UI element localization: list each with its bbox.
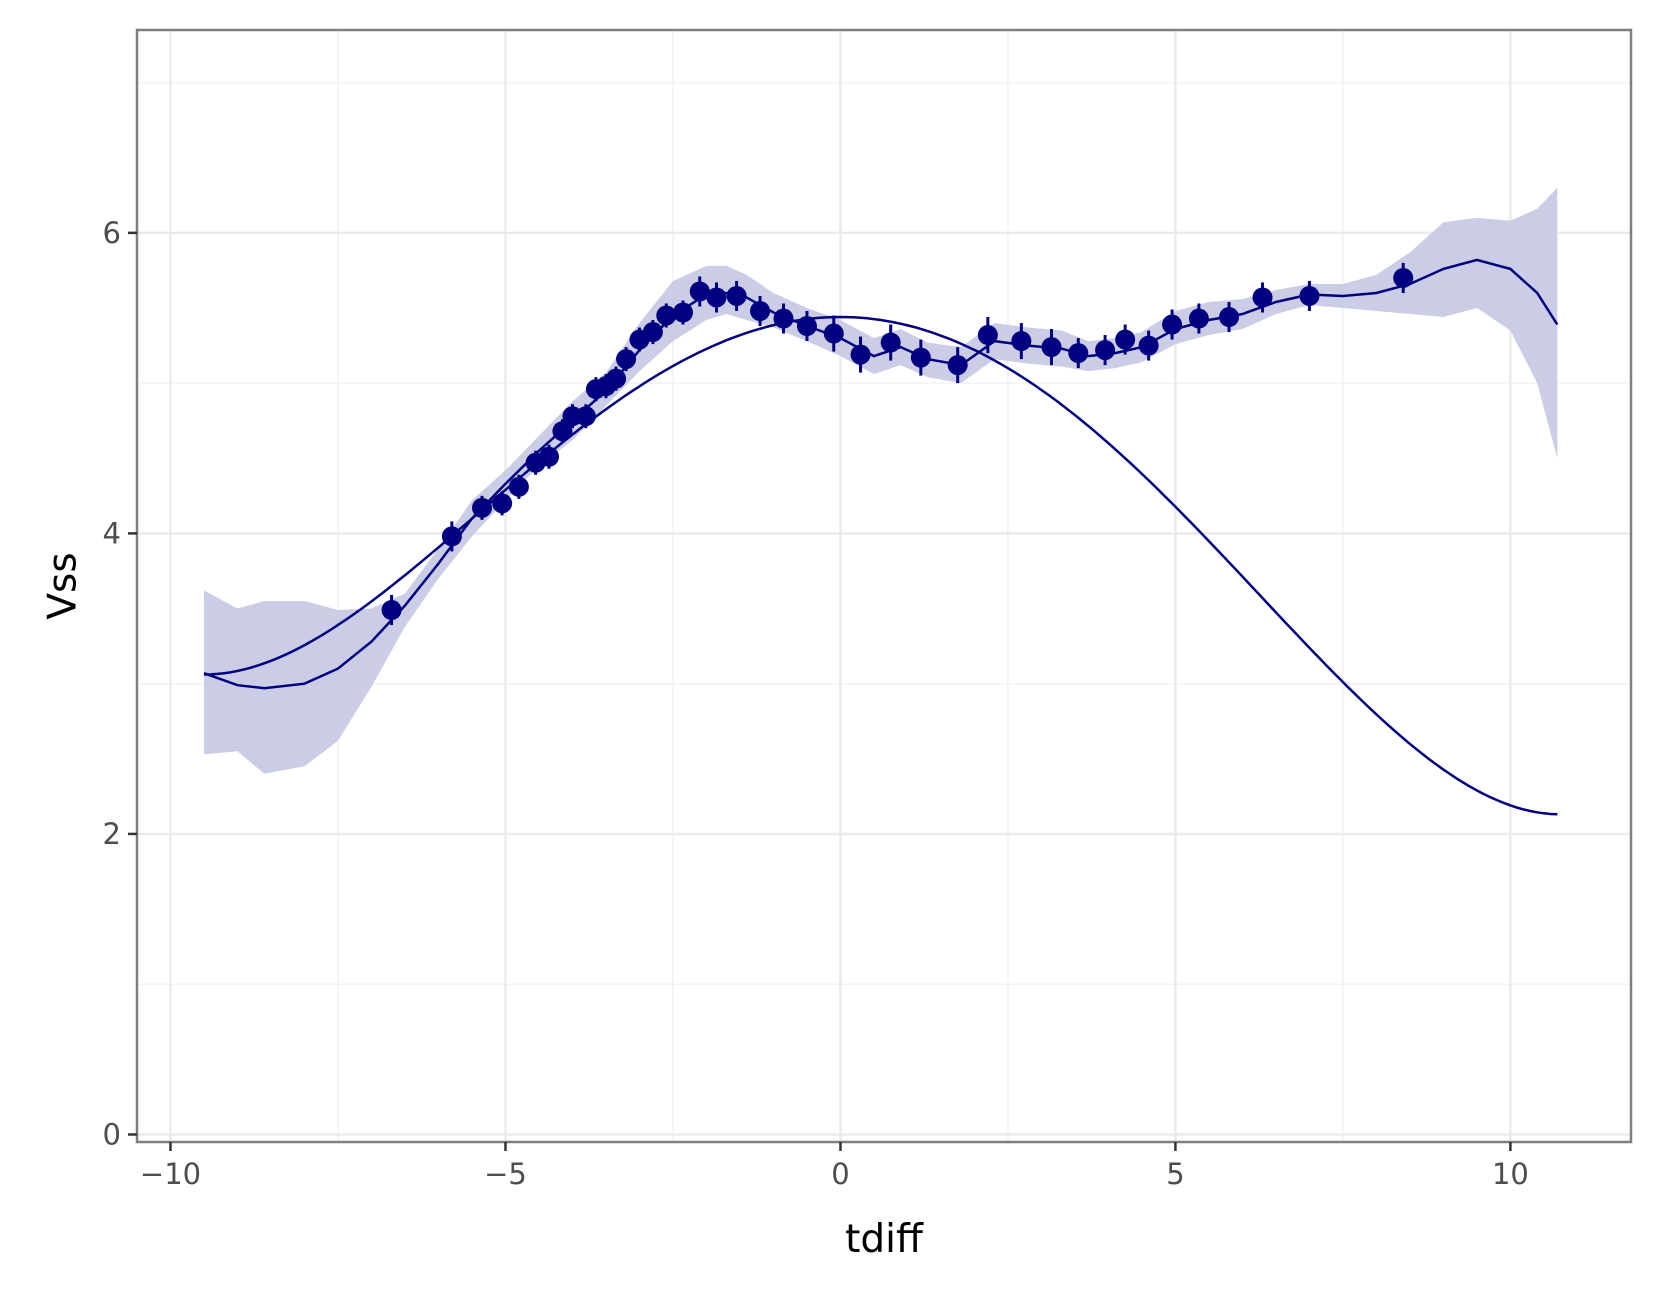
data-point [575,406,596,427]
data-point [441,526,462,547]
axes: −10 −5 0 5 10 0 2 4 6 [103,216,1529,1191]
data-point [606,368,627,389]
x-tick-label: 5 [1166,1157,1184,1191]
x-tick-label: −5 [484,1157,527,1191]
data-point [1068,343,1089,364]
data-point [1252,287,1273,308]
data-point [1011,331,1032,352]
data-point [1041,337,1062,358]
x-tick-label: 10 [1492,1157,1529,1191]
confidence-band [204,187,1558,774]
data-point [977,325,998,346]
y-tick-label: 0 [103,1117,121,1151]
confidence-band-layer [204,187,1558,774]
x-axis-title: tdiff [845,1217,924,1262]
data-point [689,281,710,302]
data-point [1115,329,1136,350]
data-point [656,305,677,326]
data-point [616,349,637,370]
data-point [1095,340,1116,361]
data-point [1138,335,1159,356]
data-point [910,347,931,368]
x-tick-label: 0 [831,1157,849,1191]
data-point [642,322,663,343]
data-point [750,301,771,322]
data-point [823,323,844,344]
y-axis-title: Vss [41,552,86,619]
data-point [1393,267,1414,288]
data-point [706,287,727,308]
y-tick-label: 6 [103,216,121,250]
data-point [472,497,493,518]
grid [137,30,1631,1142]
data-point [880,332,901,353]
data-point [726,285,747,306]
data-point [381,600,402,621]
data-point [1219,307,1240,328]
data-point [673,302,694,323]
data-point [947,355,968,376]
data-point [1162,314,1183,335]
data-point [1188,308,1209,329]
data-point [796,316,817,337]
data-points-layer [381,262,1414,626]
polynomial-fit-line [203,315,1558,816]
panel-border [135,28,1633,1144]
data-point [773,308,794,329]
data-point [850,344,871,365]
data-point [508,476,529,497]
x-tick-label: −10 [140,1157,201,1191]
y-tick-label: 4 [103,516,121,550]
data-point [492,493,513,514]
data-point [552,421,573,442]
y-tick-label: 2 [103,817,121,851]
data-point [539,446,560,467]
data-point [1299,285,1320,306]
